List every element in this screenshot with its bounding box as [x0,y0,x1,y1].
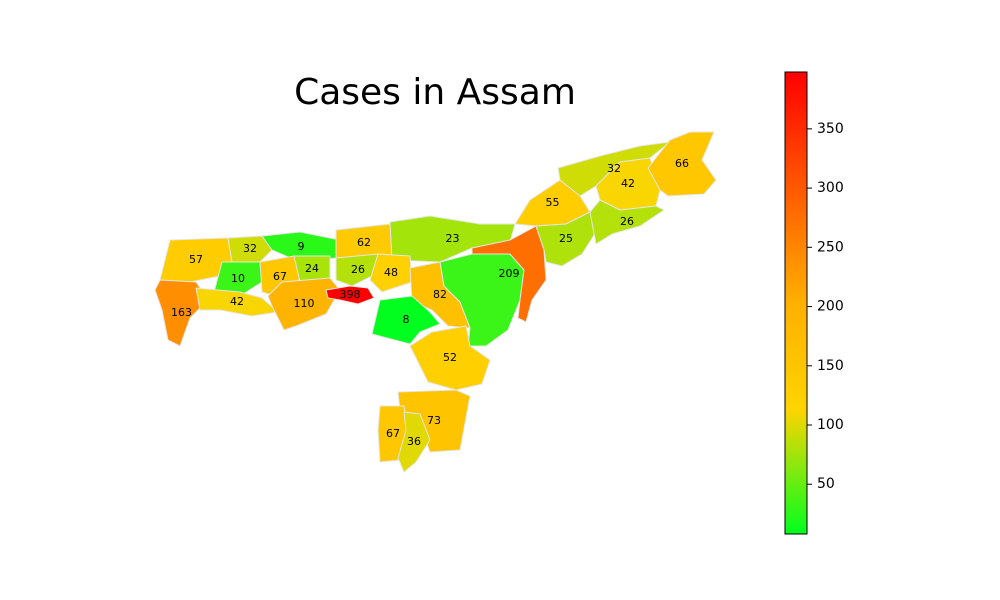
colorbar: 50 100 150 200 250 300 350 [784,71,844,535]
district-8[interactable] [371,295,441,345]
district-48[interactable] [369,253,413,293]
colorbar-tick-label: 50 [817,476,835,492]
colorbar-tick-label: 200 [817,299,844,315]
district-value-label: 67 [273,270,287,283]
district-value-label: 52 [443,351,457,364]
district-value-label: 82 [433,288,447,301]
colorbar-gradient [784,71,808,535]
district-value-label: 67 [386,427,400,440]
district-value-label: 32 [243,242,257,255]
district-value-label: 26 [620,215,634,228]
district-value-label: 23 [446,232,460,245]
district-value-label: 66 [675,157,689,170]
colorbar-tick-label: 350 [817,121,844,137]
district-value-label: 57 [189,253,203,266]
district-value-label: 73 [427,414,441,427]
district-26c[interactable] [335,253,381,287]
district-value-label: 10 [231,272,245,285]
district-value-label: 42 [621,177,635,190]
district-value-label: 36 [407,435,421,448]
district-26e[interactable] [589,199,665,245]
district-value-label: 42 [230,295,244,308]
district-398[interactable] [325,285,375,305]
colorbar-tick-label: 100 [817,417,844,433]
district-value-label: 48 [384,266,398,279]
district-value-label: 398 [340,288,361,301]
district-value-label: 32 [607,162,621,175]
district-110[interactable] [267,277,341,331]
district-52[interactable] [409,325,491,391]
district-10[interactable] [213,261,263,297]
district-value-label: 209 [499,267,520,280]
district-value-label: 24 [305,262,319,275]
district-25[interactable] [535,211,597,267]
district-value-label: 9 [298,240,305,253]
district-value-label: 55 [546,196,560,209]
colorbar-tick-label: 300 [817,180,844,196]
district-value-label: 62 [357,236,371,249]
district-value-label: 25 [559,232,573,245]
district-66[interactable] [647,131,717,197]
district-36[interactable] [397,411,431,473]
district-42w[interactable] [195,287,279,317]
district-32w[interactable] [227,235,273,263]
district-value-label: 26 [351,263,365,276]
colorbar-tick-label: 150 [817,358,844,374]
colorbar-tick-label: 250 [817,239,844,255]
district-value-label: 110 [294,297,315,310]
district-value-label: 8 [403,313,410,326]
district-value-label: 163 [171,306,192,319]
map-title: Cases in Assam [294,72,576,113]
